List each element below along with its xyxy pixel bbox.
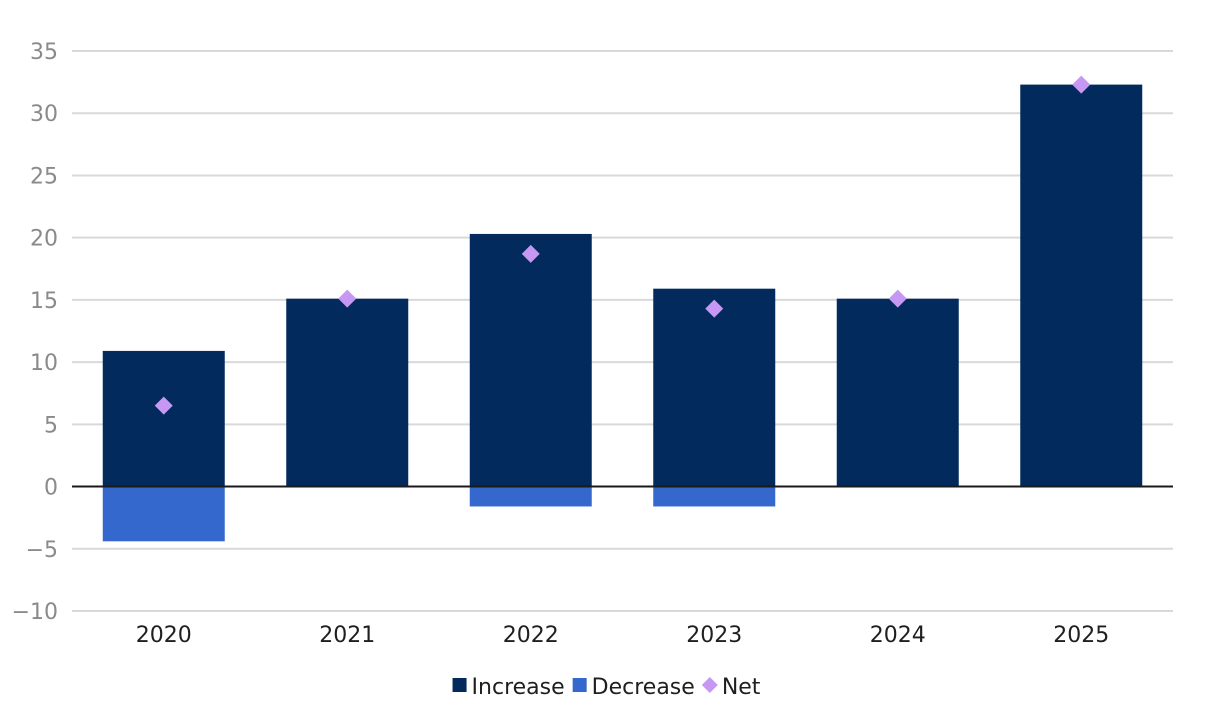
y-tick-label: 30 bbox=[30, 102, 58, 127]
y-axis-ticks: −10 −5 0 5 10 15 20 25 30 35 bbox=[12, 40, 58, 625]
y-tick-label: −10 bbox=[12, 600, 58, 625]
x-tick-label: 2021 bbox=[319, 623, 375, 648]
x-tick-label: 2020 bbox=[136, 623, 192, 648]
bars bbox=[102, 84, 1143, 542]
y-tick-label: 15 bbox=[30, 289, 58, 314]
x-axis-ticks: 2020 2021 2022 2023 2024 2025 bbox=[136, 623, 1110, 648]
legend: Increase Decrease Net bbox=[452, 675, 761, 700]
bar-decrease bbox=[653, 486, 776, 507]
y-tick-label: −5 bbox=[26, 538, 58, 563]
net-marker bbox=[521, 244, 540, 263]
y-tick-label: 10 bbox=[30, 351, 58, 376]
net-marker bbox=[1072, 75, 1091, 94]
legend-label: Increase bbox=[472, 675, 565, 700]
net-marker bbox=[888, 289, 907, 308]
x-tick-label: 2024 bbox=[870, 623, 926, 648]
x-tick-label: 2025 bbox=[1053, 623, 1109, 648]
net-marker bbox=[338, 289, 357, 308]
gridlines bbox=[72, 50, 1173, 612]
bar-increase bbox=[1020, 84, 1143, 487]
legend-swatch-decrease bbox=[572, 678, 587, 692]
y-tick-label: 35 bbox=[30, 40, 58, 65]
bar-increase bbox=[286, 298, 409, 487]
legend-label: Decrease bbox=[592, 675, 695, 700]
legend-swatch-net bbox=[701, 677, 718, 693]
y-tick-label: 5 bbox=[44, 413, 58, 438]
net-markers bbox=[154, 75, 1091, 415]
y-tick-label: 25 bbox=[30, 164, 58, 189]
net-marker bbox=[154, 396, 173, 415]
x-tick-label: 2023 bbox=[686, 623, 742, 648]
bar-increase bbox=[836, 298, 959, 487]
y-tick-label: 20 bbox=[30, 227, 58, 252]
bar-increase bbox=[469, 233, 592, 487]
legend-swatch-increase bbox=[452, 678, 467, 692]
bar-increase bbox=[102, 350, 225, 487]
bar-decrease bbox=[469, 486, 592, 507]
bar-increase bbox=[653, 288, 776, 487]
net-marker bbox=[705, 299, 724, 318]
y-tick-label: 0 bbox=[44, 476, 58, 501]
x-tick-label: 2022 bbox=[503, 623, 559, 648]
bar-decrease bbox=[102, 486, 225, 542]
legend-label: Net bbox=[722, 675, 761, 700]
